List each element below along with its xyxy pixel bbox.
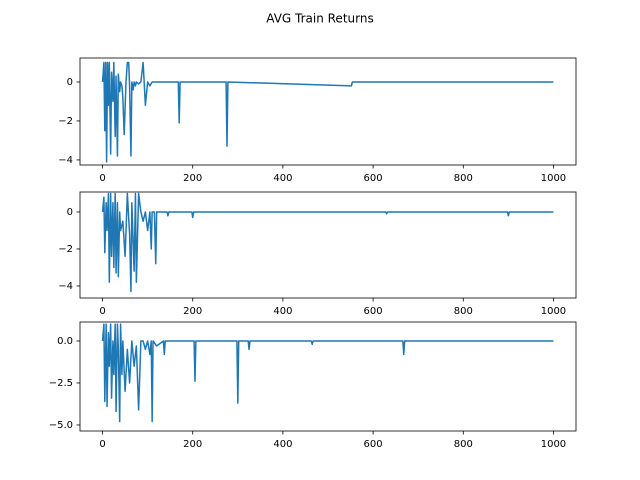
x-tick-label: 1000 <box>541 173 566 184</box>
axes-frame <box>79 321 577 432</box>
x-tick-label: 600 <box>364 306 383 317</box>
subplot: 0 200 400 600 800 1000 −4 −2 0 <box>58 191 577 317</box>
x-tick-label: 200 <box>183 306 202 317</box>
line-series <box>101 192 554 293</box>
y-tick-label: −4 <box>58 281 73 292</box>
subplot: 0 200 400 600 800 1000 −4 −2 0 <box>58 57 577 184</box>
y-tick-label: −2 <box>58 244 73 255</box>
x-tick-label: 400 <box>273 173 292 184</box>
x-tick-label: 200 <box>183 173 202 184</box>
y-tick-label: −5.0 <box>49 420 73 431</box>
figure-title: AVG Train Returns <box>266 12 373 26</box>
x-tick-label: 200 <box>183 439 202 450</box>
axes-frame <box>79 191 577 299</box>
y-tick-label: −2.5 <box>49 378 73 389</box>
x-tick-label: 1000 <box>541 306 566 317</box>
y-tick-label: −4 <box>58 155 73 166</box>
y-tick-label: 0 <box>67 207 73 218</box>
x-tick-label: 0 <box>99 306 105 317</box>
x-tick-label: 800 <box>454 306 473 317</box>
y-tick-label: 0 <box>67 77 73 88</box>
axes-frame <box>79 57 577 166</box>
x-tick-label: 0 <box>99 173 105 184</box>
x-tick-label: 0 <box>99 439 105 450</box>
x-tick-label: 600 <box>364 439 383 450</box>
x-tick-label: 400 <box>273 439 292 450</box>
y-tick-label: −2 <box>58 116 73 127</box>
x-tick-label: 600 <box>364 173 383 184</box>
x-tick-label: 400 <box>273 306 292 317</box>
line-series <box>101 323 554 423</box>
x-tick-label: 800 <box>454 173 473 184</box>
x-tick-label: 800 <box>454 439 473 450</box>
subplot: 0 200 400 600 800 1000 −5.0 −2.5 0.0 <box>49 321 577 450</box>
x-tick-label: 1000 <box>541 439 566 450</box>
y-tick-label: 0.0 <box>57 336 73 347</box>
line-series <box>101 61 554 163</box>
